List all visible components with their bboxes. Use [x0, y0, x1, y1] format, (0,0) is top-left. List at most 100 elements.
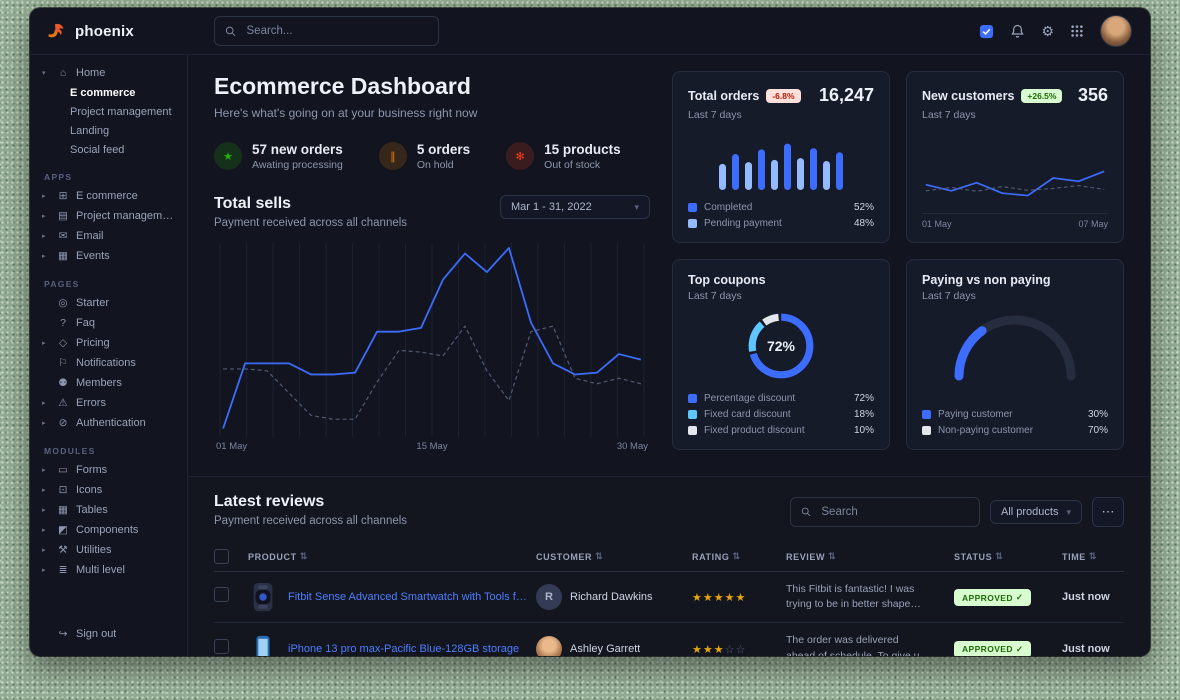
legend-item: Fixed product discount 10%	[688, 425, 874, 436]
new-customers-card: New customers +26.5% 356 Last 7 days 01 …	[906, 71, 1124, 243]
customer-avatar	[536, 635, 562, 656]
sidebar-section-title: PAGES	[44, 279, 80, 289]
phone-thumbnail	[248, 634, 278, 656]
legend-item: Paying customer 30%	[922, 409, 1108, 420]
row-checkbox[interactable]	[214, 587, 229, 603]
filter-value: All products	[1000, 506, 1059, 518]
status-badge: APPROVED ✓	[954, 589, 1032, 607]
sidebar-section-title: APPS	[44, 172, 73, 182]
sidebar-item-tables[interactable]: ▸ ▦ Tables	[42, 504, 108, 516]
legend-item: Fixed card discount 18%	[688, 409, 874, 420]
utilities-icon: ⚒	[58, 544, 68, 556]
search-input[interactable]	[244, 24, 428, 38]
column-header-product[interactable]: PRODUCT ⇅	[248, 551, 308, 562]
total-sells-title: Total sells	[214, 195, 292, 212]
legend-item: Pending payment 48%	[688, 218, 874, 229]
tables-icon: ▦	[58, 504, 68, 516]
total-orders-chart	[719, 143, 843, 190]
card-period: Last 7 days	[688, 290, 742, 302]
sidebar-section-title: MODULES	[44, 446, 96, 456]
column-header-rating[interactable]: RATING ⇅	[692, 551, 741, 562]
sidebar-item-components[interactable]: ▸ ◩ Components	[42, 524, 139, 536]
authentication-icon: ⊘	[58, 417, 68, 429]
column-header-review[interactable]: REVIEW ⇅	[786, 551, 837, 562]
sidebar-item-errors[interactable]: ▸ ⚠ Errors	[42, 397, 106, 409]
legend-item: Completed 52%	[688, 202, 874, 213]
sidebar-subitem-landing[interactable]: Landing	[70, 124, 110, 137]
reviews-search	[789, 497, 980, 527]
bell-icon[interactable]	[1010, 24, 1025, 39]
card-title: Total orders	[688, 88, 760, 103]
paying-gauge-chart	[954, 315, 1076, 381]
page-subtitle: Here's what's going on at your business …	[214, 106, 478, 120]
reviews-subtitle: Payment received across all channels	[214, 515, 408, 527]
sidebar-item-pricing[interactable]: ▸ ◇ Pricing	[42, 337, 110, 349]
top-coupons-card: Top coupons Last 7 days 72% Percentage d…	[672, 259, 890, 450]
sidebar-item-forms[interactable]: ▸ ▭ Forms	[42, 464, 108, 476]
user-avatar[interactable]	[1100, 15, 1132, 47]
sidebar-nav: ▾ ⌂ Home E commerce Project management Landin…	[30, 55, 188, 656]
total-sells-subtitle: Payment received across all channels	[214, 217, 408, 229]
sidebar-item-email[interactable]: ▸ ✉ Email	[42, 230, 104, 242]
sidebar-subitem-project-management[interactable]: Project management	[70, 105, 172, 118]
column-header-status[interactable]: STATUS ⇅	[954, 551, 1004, 562]
brand[interactable]: phoenix	[30, 21, 188, 42]
change-badge: -6.8%	[766, 88, 801, 103]
card-value: 356	[1077, 85, 1108, 105]
sidebar-item-authentication[interactable]: ▸ ⊘ Authentication	[42, 417, 146, 429]
members-icon: ⚉	[58, 377, 68, 389]
check-square-icon[interactable]	[979, 24, 994, 39]
product-link[interactable]: Fitbit Sense Advanced Smartwatch with To…	[288, 591, 528, 604]
product-link[interactable]: iPhone 13 pro max-Pacific Blue-128GB sto…	[288, 642, 520, 655]
sidebar-item-starter[interactable]: ◎ Starter	[30, 293, 187, 313]
app-window: phoenix ⚙ ▾⌂Home E commerce Project manage…	[30, 8, 1150, 656]
sidebar-item-multi-level[interactable]: ▸ ≣ Multi level	[42, 564, 125, 576]
paying-card: Paying vs non paying Last 7 days Paying …	[906, 259, 1124, 450]
grid-icon[interactable]	[1070, 24, 1084, 38]
search-icon	[801, 507, 811, 517]
row-checkbox[interactable]	[214, 638, 229, 654]
forms-icon: ▭	[58, 464, 68, 476]
total-orders-legend: Completed 52% Pending payment 48%	[688, 197, 874, 229]
reviews-title: Latest reviews	[214, 493, 325, 510]
reviews-search-input[interactable]	[819, 505, 969, 519]
main-content: Ecommerce Dashboard Here's what's going …	[188, 55, 1150, 656]
change-badge: +26.5%	[1021, 88, 1063, 103]
sign-out-icon: ↪	[58, 628, 68, 640]
email-icon: ✉	[58, 230, 68, 242]
column-header-customer[interactable]: CUSTOMER ⇅	[536, 551, 604, 562]
sidebar-signout[interactable]: ↪ Sign out	[30, 624, 187, 644]
sidebar-item-project-management[interactable]: ▸ ▤ Project management	[42, 210, 175, 222]
chevron-down-icon: ▾	[1066, 506, 1071, 517]
sidebar-item-faq[interactable]: ? Faq	[30, 313, 187, 333]
top-coupons-legend: Percentage discount 72% Fixed card discoun…	[688, 388, 874, 436]
card-title: Paying vs non paying	[922, 273, 1051, 287]
brand-name: phoenix	[75, 22, 134, 40]
page-title: Ecommerce Dashboard	[214, 73, 471, 99]
sidebar-item-events[interactable]: ▸ ▦ Events	[42, 250, 110, 262]
stats-row: ★ 57 new orders Awating processing ∥ 5 order…	[214, 142, 650, 171]
faq-icon: ?	[60, 317, 66, 329]
sidebar-item-members[interactable]: ⚉ Members	[30, 373, 187, 393]
review-text: The order was delivered ahead of schedul…	[786, 634, 925, 656]
select-all-checkbox[interactable]	[214, 549, 229, 564]
sidebar-item-utilities[interactable]: ▸ ⚒ Utilities	[42, 544, 112, 556]
events-icon: ▦	[58, 250, 68, 262]
sidebar-item-notifications[interactable]: ⚐ Notifications	[30, 353, 187, 373]
e-commerce-icon: ⊞	[58, 190, 68, 202]
sidebar-item-home[interactable]: ▾ ⌂ Home	[42, 67, 106, 79]
topbar-icons: ⚙	[979, 15, 1150, 47]
sidebar-subitem-e-commerce[interactable]: E commerce	[70, 86, 136, 99]
gear-icon[interactable]: ⚙	[1041, 23, 1054, 39]
card-title: Top coupons	[688, 273, 766, 287]
more-button[interactable]: ⋯	[1092, 497, 1124, 527]
all-products-select[interactable]: All products ▾	[989, 500, 1082, 524]
column-header-time[interactable]: TIME ⇅	[1062, 551, 1098, 562]
sidebar-item-e-commerce[interactable]: ▸ ⊞ E commerce	[42, 190, 138, 202]
sidebar-item-icons[interactable]: ▸ ⊡ Icons	[42, 484, 103, 496]
card-period: Last 7 days	[688, 109, 742, 121]
pricing-icon: ◇	[58, 337, 68, 349]
date-range-value: Mar 1 - 31, 2022	[511, 201, 592, 213]
date-range-select[interactable]: Mar 1 - 31, 2022 ▾	[500, 195, 650, 219]
sidebar-subitem-social-feed[interactable]: Social feed	[70, 143, 125, 156]
